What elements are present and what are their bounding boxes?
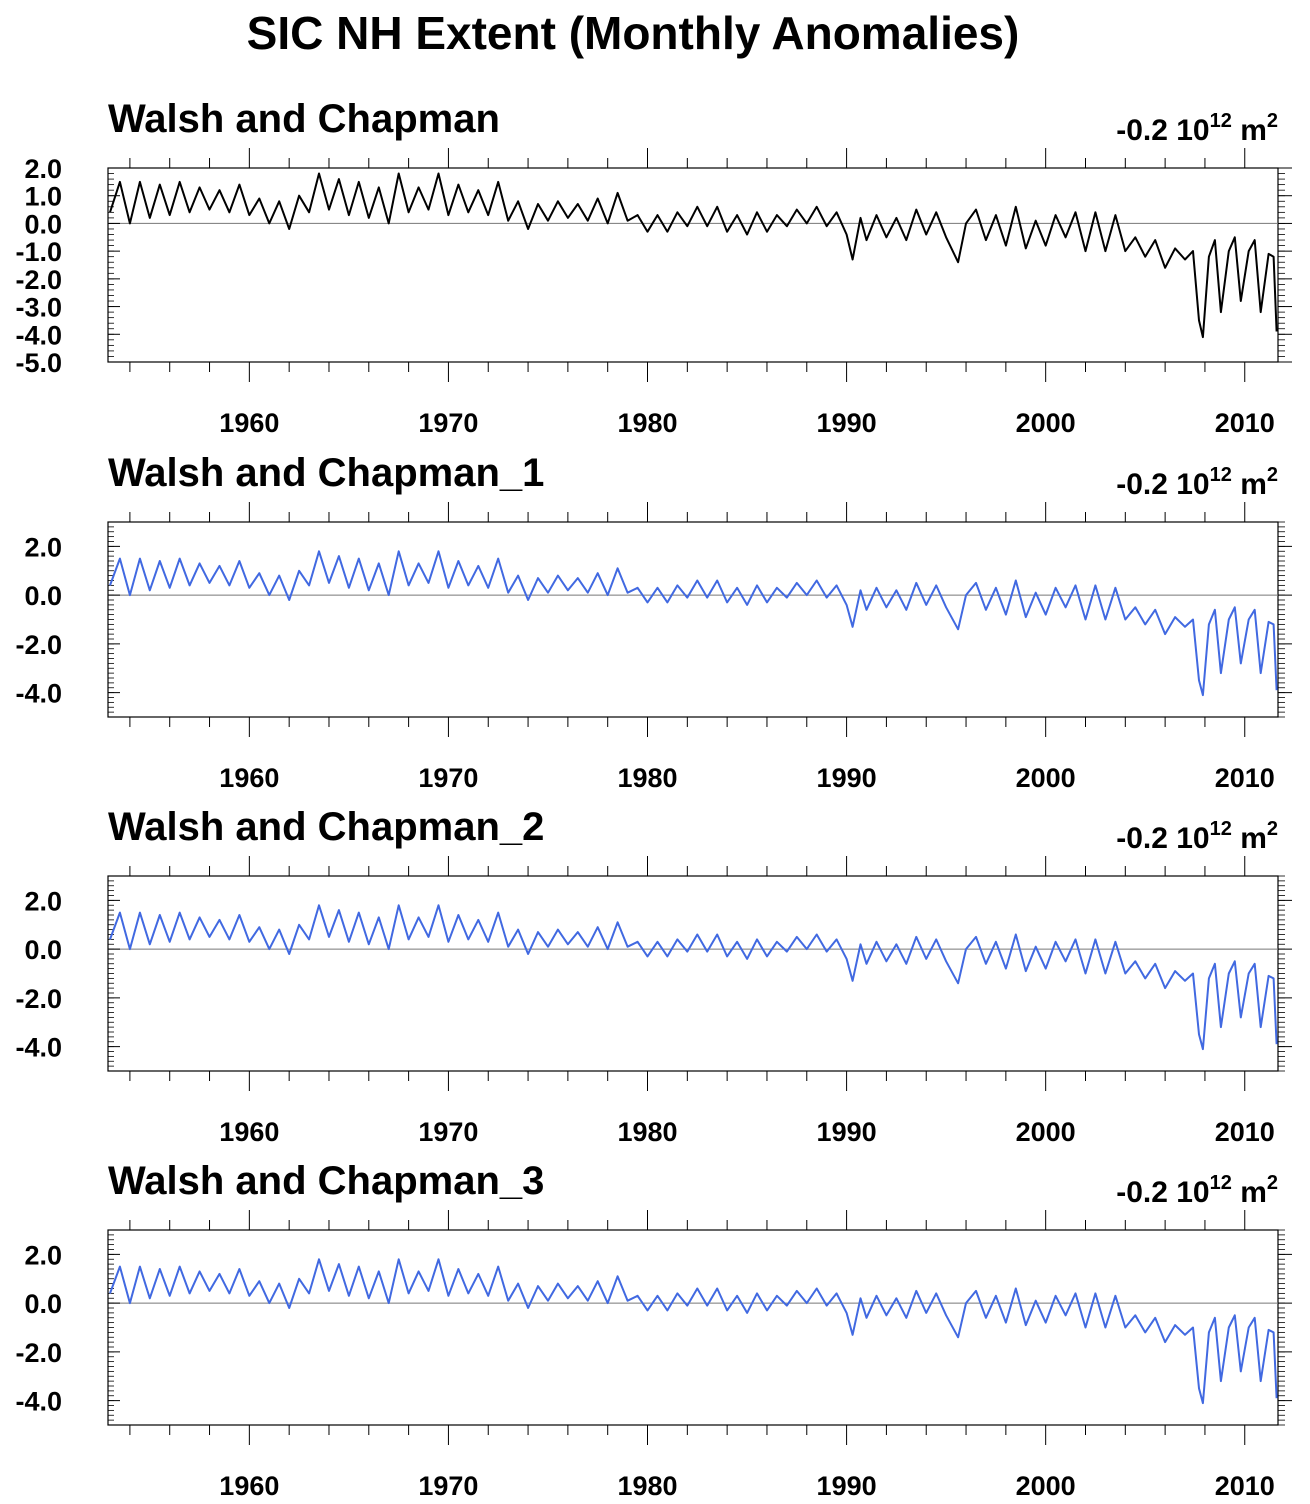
x-tick-label: 2010 xyxy=(1215,1117,1275,1147)
plot-frame xyxy=(107,1229,1279,1426)
panel-title: Walsh and Chapman_3 xyxy=(108,1159,544,1203)
x-tick-label: 1990 xyxy=(817,408,877,438)
unit-mean: -0.2 10 xyxy=(1116,822,1209,855)
y-tick-label: 0.0 xyxy=(24,1289,62,1319)
chart-panel-4: Walsh and Chapman_3 -0.2 1012 m2 1960 1970 1… xyxy=(15,1159,1292,1501)
chart-panel-1: Walsh and Chapman -0.2 1012 m2 1960 1970 198… xyxy=(15,97,1292,438)
y-tick-label: -4.0 xyxy=(15,679,62,709)
y-tick-label: 1.0 xyxy=(24,182,62,212)
x-tick-label: 1960 xyxy=(219,1117,279,1147)
series-line xyxy=(109,550,1278,697)
unit-suffix: m xyxy=(1232,1176,1267,1209)
x-tick-label: 1990 xyxy=(817,1471,877,1501)
chart-panel-3: Walsh and Chapman_2 -0.2 1012 m2 1960 1970 1… xyxy=(15,805,1292,1147)
x-tick-label: 1970 xyxy=(418,1471,478,1501)
unit-exponent: 12 xyxy=(1210,1172,1232,1194)
unit-exponent: 12 xyxy=(1210,110,1232,132)
x-tick-label: 1960 xyxy=(219,408,279,438)
unit-mean: -0.2 10 xyxy=(1116,468,1209,501)
x-tick-label: 2000 xyxy=(1016,763,1076,793)
unit-suffix: m xyxy=(1232,114,1267,147)
y-tick-label: 2.0 xyxy=(24,532,62,562)
y-tick-label: -2.0 xyxy=(15,984,62,1014)
plot-frame xyxy=(107,167,1279,363)
x-tick-label: 2010 xyxy=(1215,1471,1275,1501)
y-tick-label: -4.0 xyxy=(15,1387,62,1417)
series-line xyxy=(109,1258,1278,1405)
y-tick-label: 0.0 xyxy=(24,581,62,611)
y-tick-label: 2.0 xyxy=(24,1240,62,1270)
panel-title: Walsh and Chapman_1 xyxy=(108,451,544,495)
unit-exponent-2: 2 xyxy=(1267,464,1278,486)
x-tick-label: 1990 xyxy=(817,763,877,793)
x-tick-label: 1960 xyxy=(219,763,279,793)
x-tick-label: 2000 xyxy=(1016,1117,1076,1147)
x-tick-label: 2000 xyxy=(1016,408,1076,438)
series-line xyxy=(109,904,1278,1051)
panel-unit-label: -0.2 1012 m2 xyxy=(1116,110,1278,147)
panel-unit-label: -0.2 1012 m2 xyxy=(1116,464,1278,501)
unit-mean: -0.2 10 xyxy=(1116,1176,1209,1209)
unit-suffix: m xyxy=(1232,468,1267,501)
x-tick-label: 1980 xyxy=(617,763,677,793)
unit-mean: -0.2 10 xyxy=(1116,114,1209,147)
y-tick-label: 2.0 xyxy=(24,886,62,916)
y-tick-label: -2.0 xyxy=(15,1338,62,1368)
y-tick-label: -4.0 xyxy=(15,320,62,350)
y-tick-label: -3.0 xyxy=(15,293,62,323)
panel-unit-label: -0.2 1012 m2 xyxy=(1116,818,1278,855)
panel-title: Walsh and Chapman xyxy=(108,97,500,141)
y-tick-label: -1.0 xyxy=(15,237,62,267)
plot-frame xyxy=(107,521,1279,718)
y-tick-label: -2.0 xyxy=(15,265,62,295)
x-tick-label: 2010 xyxy=(1215,763,1275,793)
x-tick-label: 1980 xyxy=(617,408,677,438)
y-tick-label: 2.0 xyxy=(24,154,62,184)
x-tick-label: 2000 xyxy=(1016,1471,1076,1501)
panel-title: Walsh and Chapman_2 xyxy=(108,805,544,849)
x-tick-label: 1970 xyxy=(418,1117,478,1147)
y-tick-label: 0.0 xyxy=(24,209,62,239)
unit-exponent: 12 xyxy=(1210,818,1232,840)
series-line xyxy=(109,172,1278,339)
y-tick-label: -4.0 xyxy=(15,1033,62,1063)
panel-unit-label: -0.2 1012 m2 xyxy=(1116,1172,1278,1209)
unit-exponent-2: 2 xyxy=(1267,110,1278,132)
unit-exponent-2: 2 xyxy=(1267,818,1278,840)
x-tick-label: 1980 xyxy=(617,1117,677,1147)
y-tick-label: -5.0 xyxy=(15,348,62,378)
plot-frame xyxy=(107,875,1279,1072)
figure-title: SIC NH Extent (Monthly Anomalies) xyxy=(246,7,1020,59)
unit-exponent-2: 2 xyxy=(1267,1172,1278,1194)
unit-exponent: 12 xyxy=(1210,464,1232,486)
y-tick-label: -2.0 xyxy=(15,630,62,660)
unit-suffix: m xyxy=(1232,822,1267,855)
x-tick-label: 2010 xyxy=(1215,408,1275,438)
x-tick-label: 1980 xyxy=(617,1471,677,1501)
y-tick-label: 0.0 xyxy=(24,935,62,965)
x-tick-label: 1990 xyxy=(817,1117,877,1147)
chart-panel-2: Walsh and Chapman_1 -0.2 1012 m2 1960 1970 1… xyxy=(15,451,1292,793)
x-tick-label: 1960 xyxy=(219,1471,279,1501)
x-tick-label: 1970 xyxy=(418,408,478,438)
x-tick-label: 1970 xyxy=(418,763,478,793)
